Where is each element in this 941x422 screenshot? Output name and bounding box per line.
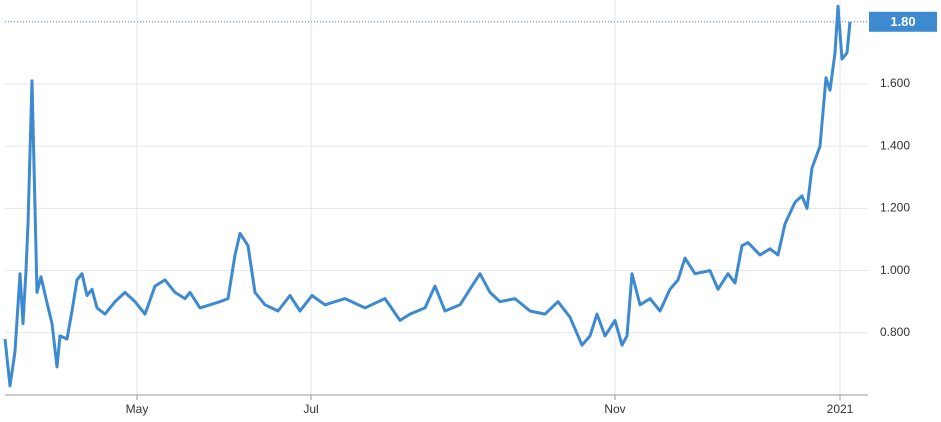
x-tick-label: Jul <box>303 402 318 416</box>
y-tick-label: 1.000 <box>880 263 910 277</box>
x-tick-label: Nov <box>604 402 625 416</box>
y-tick-label: 1.400 <box>880 138 910 152</box>
last-value-label: 1.80 <box>890 14 915 29</box>
x-tick-label: May <box>126 402 149 416</box>
y-tick-label: 1.200 <box>880 201 910 215</box>
y-tick-label: 0.800 <box>880 325 910 339</box>
last-value-box <box>869 11 937 32</box>
y-tick-label: 1.600 <box>880 76 910 90</box>
line <box>3 4 852 388</box>
x-tick-label: 2021 <box>827 402 854 416</box>
